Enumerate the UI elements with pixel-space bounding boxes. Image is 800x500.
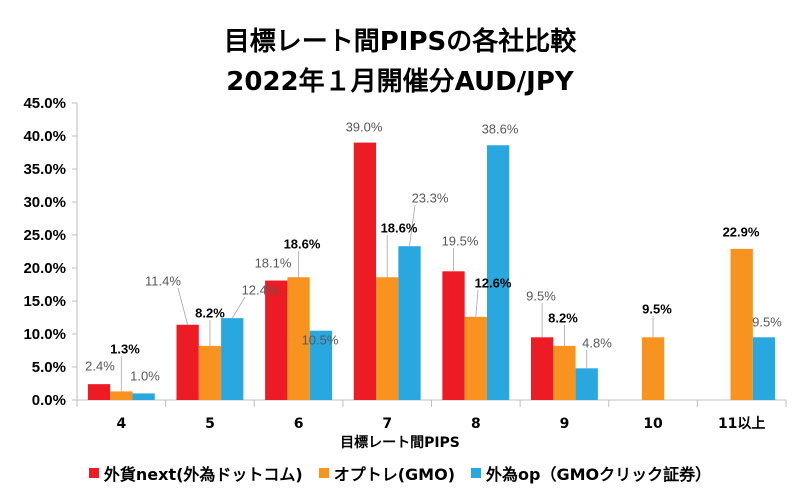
data-label: 12.4% [242,283,279,298]
bar-optre-0 [110,391,133,400]
x-tick-label: 4 [116,416,126,432]
bar-gaitame-op-3 [398,246,421,400]
x-tick-label: 6 [294,416,304,432]
y-tick-label: 15.0% [23,293,66,310]
data-label: 2.4% [85,359,115,374]
data-label: 9.5% [642,302,672,317]
bar-gaitame-op-1 [221,318,244,400]
data-labels: 2.4% 11.4% 18.1% 39.0% 19.5% 9.5% 1.3% 8.2% 18.6… [85,120,782,384]
legend-item-gaika-next: 外貨next(外為ドットコム) [88,461,303,485]
bars [87,142,776,400]
bar-optre-7 [730,248,753,400]
data-label: 18.6% [381,221,418,236]
data-label: 18.1% [255,256,292,271]
y-tick-label: 25.0% [23,227,66,244]
chart-subtitle: 2022年１月開催分AUD/JPY [226,66,575,97]
data-label: 19.5% [442,234,479,249]
y-tick-label: 20.0% [23,260,66,277]
legend-item-optre: オプトレ(GMO) [318,461,456,485]
data-label: 11.4% [145,274,181,289]
data-label: 38.6% [482,122,519,137]
x-tick-label: 8 [471,416,481,432]
legend-swatch-red [88,468,99,478]
x-tick-label: 5 [205,416,215,432]
y-tick-label: 45.0% [23,95,66,112]
data-label: 1.0% [130,369,160,384]
bar-gaika-next-2 [265,280,288,400]
bar-optre-1 [198,345,222,400]
x-tick-label: 11以上 [718,416,765,432]
data-label: 10.5% [302,333,339,348]
y-tick-label: 35.0% [23,161,66,178]
label-leader-lines [120,204,654,392]
data-label: 18.6% [284,237,321,252]
legend-label: オプトレ(GMO) [333,465,456,484]
bar-gaitame-op-2 [309,330,333,400]
data-label: 22.9% [723,225,760,240]
legend: 外貨next(外為ドットコム) オプトレ(GMO) 外為op（GMOクリック証券… [0,462,800,484]
bar-gaika-next-0 [87,384,111,400]
chart-title: 目標レート間PIPSの各社比較 [224,26,578,57]
x-tick-label: 9 [560,416,570,432]
legend-label: 外貨next(外為ドットコム) [103,465,303,484]
bar-optre-2 [287,277,310,400]
data-label: 39.0% [346,120,383,135]
data-label: 8.2% [195,306,225,321]
x-tick-label: 10 [643,416,663,432]
data-label: 12.6% [475,276,512,291]
y-tick-label: 10.0% [23,326,66,343]
x-axis-label: 目標レート間PIPS [340,434,460,451]
bar-optre-5 [553,345,576,400]
legend-label: 外為op（GMOクリック証券） [486,465,712,484]
bar-gaika-next-5 [530,337,554,400]
leader-line [475,289,479,317]
bar-gaika-next-4 [442,271,465,400]
bar-gaitame-op-5 [575,368,598,400]
bar-gaitame-op-4 [486,145,510,400]
bar-gaitame-op-0 [132,393,155,400]
data-label: 8.2% [548,311,578,326]
bar-gaitame-op-7 [752,337,776,400]
data-label: 9.5% [752,315,782,330]
axes: 0.0% 5.0% 10.0% 15.0% 20.0% 25.0% 30.0% 35.0% 40… [23,95,787,432]
bar-gaika-next-1 [176,324,199,400]
data-label: 9.5% [526,289,556,304]
data-label: 23.3% [412,191,449,206]
leader-line [231,296,246,319]
bar-optre-6 [641,337,665,400]
legend-swatch-orange [318,468,329,478]
leader-line [409,204,416,247]
bar-gaika-next-3 [353,142,377,400]
y-tick-label: 30.0% [23,194,66,211]
leader-line [177,287,189,325]
y-tick-label: 0.0% [32,392,66,409]
y-tick-label: 5.0% [32,359,66,376]
bar-optre-3 [376,277,399,400]
legend-item-gaitame-op: 外為op（GMOクリック証券） [471,461,711,485]
data-label: 1.3% [110,342,140,357]
y-tick-label: 40.0% [23,128,66,145]
bar-optre-4 [464,316,487,400]
legend-swatch-blue [471,468,482,478]
data-label: 4.8% [582,336,612,351]
x-tick-label: 7 [382,416,392,432]
